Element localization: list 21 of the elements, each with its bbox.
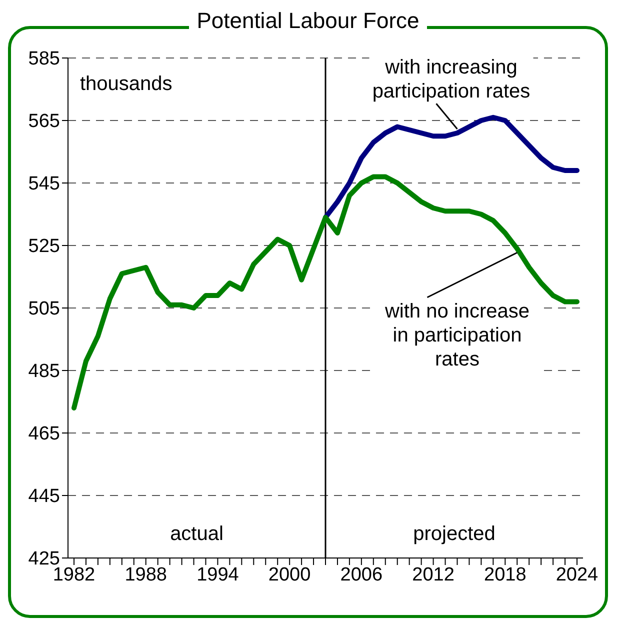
- y-tick-label: 525: [28, 236, 60, 258]
- y-tick-label: 545: [28, 174, 60, 195]
- x-tick-label: 2006: [340, 564, 383, 586]
- annotation: projected: [413, 523, 496, 545]
- x-tick-label: 2024: [556, 564, 599, 586]
- y-tick-label: 585: [28, 48, 60, 70]
- x-tick-label: 2018: [484, 564, 526, 586]
- x-tick-label: 1988: [124, 564, 167, 586]
- y-tick-label: 445: [28, 486, 60, 508]
- series-label: with no increase in participation rates: [384, 300, 530, 370]
- y-tick-label: 505: [28, 298, 60, 320]
- y-tick-label: 465: [28, 424, 60, 445]
- series-label: with increasing participation rates: [372, 56, 530, 103]
- x-tick-label: 1994: [196, 564, 240, 586]
- x-tick-label: 2000: [268, 564, 311, 586]
- annotation: actual: [170, 523, 224, 545]
- y-tick-label: 565: [28, 111, 60, 132]
- x-tick-label: 2012: [412, 564, 454, 586]
- y-tick-label: 485: [28, 361, 60, 382]
- annotation: thousands: [80, 73, 172, 95]
- chart-title: Potential Labour Force: [188, 8, 428, 33]
